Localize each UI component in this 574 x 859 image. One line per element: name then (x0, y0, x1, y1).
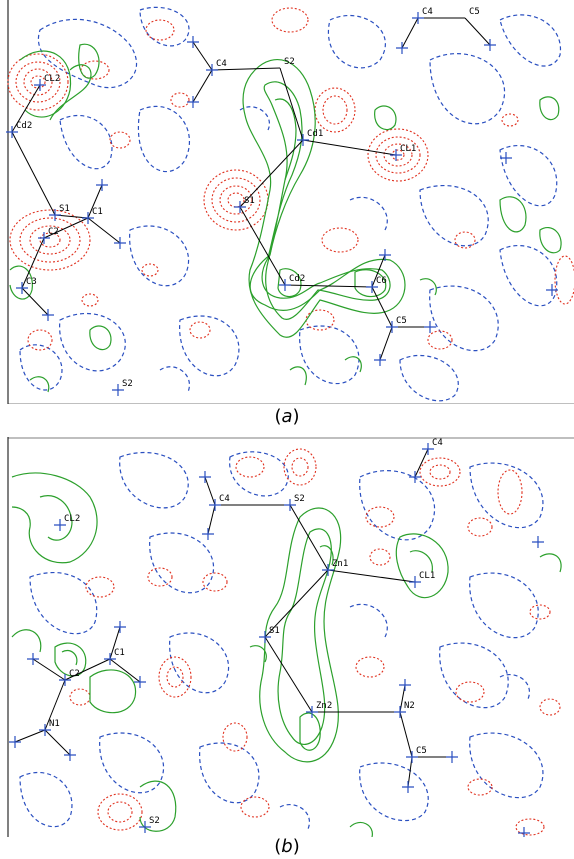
bonds (14, 448, 452, 788)
atom-label-s2: S2 (122, 379, 133, 389)
atom-label-c4: C4 (432, 438, 443, 448)
atom-label-s2: S2 (149, 816, 160, 826)
atom-label-c5: C5 (416, 746, 427, 756)
atom-label-n1: N1 (49, 719, 60, 729)
atom-label-c5: C5 (469, 7, 480, 17)
atom-label-c6: C6 (376, 276, 387, 286)
panel-a: CL2 Cd2 C4 S2 Cd1 CL1 C4 C5 S1 C1 C2 C3 S1 Cd2 C6 C5 S2 (0, 0, 574, 404)
zero-contours (19, 6, 562, 402)
negative-contours (7, 7, 574, 351)
atom-label-c4: C4 (219, 494, 230, 504)
atom-label-c3: C3 (26, 277, 37, 287)
panel-b: C4 CL2 C4 S2 Zn1 CL1 S1 C1 C2 N1 Zn2 N2 C5 S2 (0, 437, 574, 837)
atom-label-c2: C2 (69, 669, 80, 679)
atom-label-c5: C5 (396, 316, 407, 326)
negative-contours (69, 448, 561, 836)
atom-label-cd2: Cd2 (16, 121, 32, 131)
atom-label-c1: C1 (114, 648, 125, 658)
atom-label-n2: N2 (404, 701, 415, 711)
atom-label-s2: S2 (294, 494, 305, 504)
atom-label-cl2: CL2 (64, 514, 80, 524)
atom-label-cd2: Cd2 (289, 274, 305, 284)
atom-label-c4: C4 (216, 59, 227, 69)
caption-a: (a) (274, 406, 300, 427)
atom-label-zn1: Zn1 (332, 559, 348, 569)
atom-label-cl1: CL1 (419, 571, 435, 581)
contour-map-a: CL2 Cd2 C4 S2 Cd1 CL1 C4 C5 S1 C1 C2 C3 S1 Cd2 C6 C5 S2 (6, 0, 574, 404)
contour-map-b: C4 CL2 C4 S2 Zn1 CL1 S1 C1 C2 N1 Zn2 N2 C5 S2 (7, 437, 574, 837)
atom-label-c2: C2 (48, 227, 59, 237)
zero-contours (19, 451, 544, 830)
atom-labels-a: CL2 Cd2 C4 S2 Cd1 CL1 C4 C5 S1 C1 C2 C3 S1 Cd2 C6 C5 S2 (16, 7, 480, 389)
atom-markers (6, 12, 558, 396)
positive-contours (9, 43, 562, 393)
atom-markers (9, 443, 544, 837)
atom-label-zn2: Zn2 (316, 701, 332, 711)
positive-contours (11, 472, 562, 837)
atom-label-s2: S2 (284, 57, 295, 67)
atom-label-s1: S1 (269, 626, 280, 636)
atom-label-s1: S1 (244, 196, 255, 206)
atom-label-cl2: CL2 (44, 74, 60, 84)
atom-label-s1: S1 (59, 204, 70, 214)
atom-labels-b: C4 CL2 C4 S2 Zn1 CL1 S1 C1 C2 N1 Zn2 N2 C5 S2 (49, 438, 443, 826)
atom-label-c1: C1 (92, 207, 103, 217)
caption-b: (b) (274, 836, 300, 857)
atom-label-c4: C4 (422, 7, 433, 17)
atom-label-cd1: Cd1 (307, 129, 323, 139)
bonds (11, 17, 491, 361)
atom-label-cl1: CL1 (400, 144, 416, 154)
